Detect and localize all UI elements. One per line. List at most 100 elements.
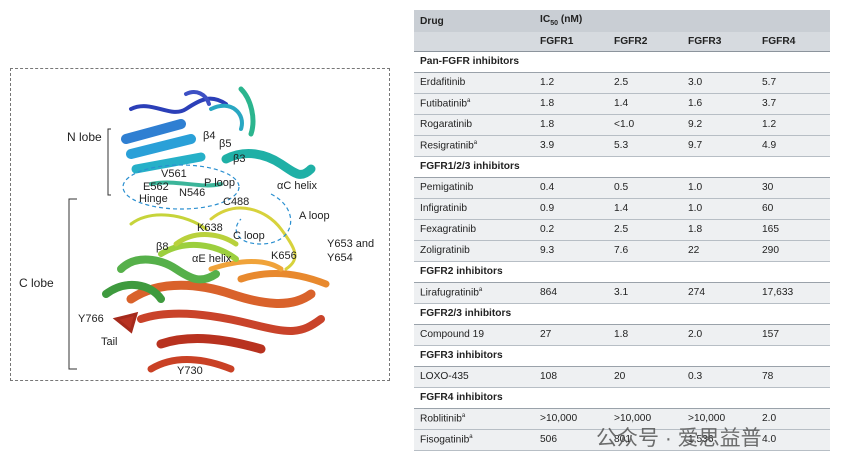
value-cell: 7.6 (608, 240, 682, 262)
ae-helix-label: αE helix (192, 253, 232, 265)
table-row: Fisogatiniba 506 801 1,536 4.0 (414, 429, 830, 451)
value-cell: <1.0 (608, 114, 682, 136)
drug-cell: Futibatiniba (414, 93, 534, 115)
table-row: Pemigatinib 0.4 0.5 1.0 30 (414, 177, 830, 199)
k656-label: K656 (271, 250, 297, 262)
table-row: LOXO-435 108 20 0.3 78 (414, 366, 830, 388)
value-cell: 5.7 (756, 72, 830, 94)
value-cell: 0.2 (534, 219, 608, 241)
value-cell: 22 (682, 240, 756, 262)
ac-helix-label: αC helix (277, 180, 317, 192)
y730-label: Y730 (177, 365, 203, 377)
table-row: Fexagratinib 0.2 2.5 1.8 165 (414, 219, 830, 241)
n546-label: N546 (179, 187, 205, 199)
value-cell: 20 (608, 366, 682, 388)
table-row: Futibatiniba 1.8 1.4 1.6 3.7 (414, 93, 830, 115)
header-fgfr1: FGFR1 (534, 32, 608, 52)
c-lobe-green-ribbons (102, 206, 297, 303)
drug-cell: Resigratiniba (414, 135, 534, 157)
table-group-row: FGFR2 inhibitors (414, 261, 830, 283)
drug-cell: Zoligratinib (414, 240, 534, 262)
e562-label: E562 (143, 181, 169, 193)
drug-cell: Fexagratinib (414, 219, 534, 241)
table-row: Erdafitinib 1.2 2.5 3.0 5.7 (414, 72, 830, 94)
footnote-marker: a (461, 412, 466, 419)
table-group-row: FGFR2/3 inhibitors (414, 303, 830, 325)
value-cell: 1,536 (682, 429, 756, 451)
value-cell: 1.8 (682, 219, 756, 241)
group-label: Pan-FGFR inhibitors (414, 51, 830, 73)
footnote-marker: a (467, 97, 471, 104)
table-row: Lirafugratiniba 864 3.1 274 17,633 (414, 282, 830, 304)
n-lobe-label: N lobe (67, 130, 102, 144)
beta8-label: β8 (156, 241, 168, 253)
hinge-label: Hinge (139, 193, 168, 205)
value-cell: 2.0 (682, 324, 756, 346)
table-group-row: FGFR4 inhibitors (414, 387, 830, 409)
drug-cell: Compound 19 (414, 324, 534, 346)
drug-cell: Erdafitinib (414, 72, 534, 94)
value-cell: 0.9 (534, 198, 608, 220)
watermark-text: 公众号 · 爱思益普 (596, 427, 762, 450)
c-lobe-bracket (68, 198, 77, 370)
value-cell: 1.8 (608, 324, 682, 346)
table-row: Roblitiniba >10,000 >10,000 >10,000 2.0 (414, 408, 830, 430)
value-cell: 30 (756, 177, 830, 199)
n-lobe-ribbons (121, 86, 316, 188)
y766-label: Y766 (78, 313, 104, 325)
a-loop-label: A loop (299, 210, 330, 222)
value-cell: 3.0 (682, 72, 756, 94)
value-cell: 108 (534, 366, 608, 388)
value-cell: 4.0 (756, 429, 830, 451)
table-group-row: FGFR1/2/3 inhibitors (414, 156, 830, 178)
drug-cell: Lirafugratiniba (414, 282, 534, 304)
value-cell: 4.9 (756, 135, 830, 157)
table-row: Compound 19 27 1.8 2.0 157 (414, 324, 830, 346)
value-cell: >10,000 (682, 408, 756, 430)
c488-label: C488 (223, 196, 249, 208)
drug-cell: Pemigatinib (414, 177, 534, 199)
value-cell: 157 (756, 324, 830, 346)
table-row: Infigratinib 0.9 1.4 1.0 60 (414, 198, 830, 220)
value-cell: 2.5 (608, 219, 682, 241)
value-cell: 0.5 (608, 177, 682, 199)
footnote-marker: a (478, 286, 483, 293)
value-cell: 1.2 (756, 114, 830, 136)
table-row: Rogaratinib 1.8 <1.0 9.2 1.2 (414, 114, 830, 136)
value-cell: 1.0 (682, 177, 756, 199)
value-cell: 2.5 (608, 72, 682, 94)
drug-cell: Fisogatiniba (414, 429, 534, 451)
value-cell: >10,000 (534, 408, 608, 430)
value-cell: 801 (608, 429, 682, 451)
value-cell: 17,633 (756, 282, 830, 304)
value-cell: 9.2 (682, 114, 756, 136)
value-cell: 1.2 (534, 72, 608, 94)
c-lobe-label: C lobe (19, 276, 54, 290)
drug-cell: Infigratinib (414, 198, 534, 220)
table-column-row: FGFR1 FGFR2 FGFR3 FGFR4 (414, 32, 830, 52)
header-empty (414, 32, 534, 52)
y653-label-line1: Y653 and (327, 238, 374, 250)
drug-cell: LOXO-435 (414, 366, 534, 388)
value-cell: 1.8 (534, 93, 608, 115)
value-cell: 5.3 (608, 135, 682, 157)
c-lobe-ribbons (112, 259, 330, 373)
group-label: FGFR3 inhibitors (414, 345, 830, 367)
value-cell: 864 (534, 282, 608, 304)
beta5-label: β5 (219, 138, 231, 150)
table-header-row: Drug IC50 (nM) (414, 10, 830, 32)
value-cell: 290 (756, 240, 830, 262)
value-cell: 2.0 (756, 408, 830, 430)
y653-label-line2: Y654 (327, 252, 353, 264)
footnote-marker: a (469, 433, 473, 440)
value-cell: 27 (534, 324, 608, 346)
a-loop-outline (235, 193, 292, 245)
value-cell: 78 (756, 366, 830, 388)
header-ic50: IC50 (nM) (534, 10, 830, 32)
table-group-row: FGFR3 inhibitors (414, 345, 830, 367)
ic50-table-panel: Drug IC50 (nM) FGFR1 FGFR2 FGFR3 FGFR4 P… (414, 10, 830, 451)
value-cell: 0.3 (682, 366, 756, 388)
group-label: FGFR4 inhibitors (414, 387, 830, 409)
value-cell: 1.4 (608, 198, 682, 220)
header-fgfr2: FGFR2 (608, 32, 682, 52)
